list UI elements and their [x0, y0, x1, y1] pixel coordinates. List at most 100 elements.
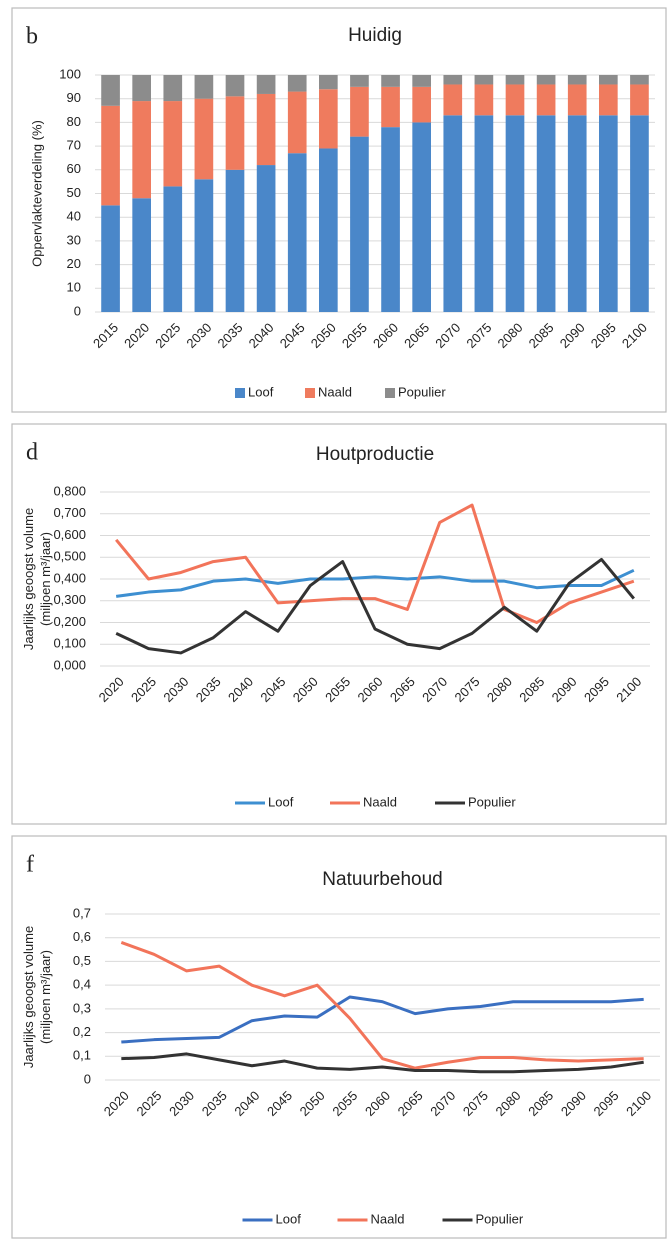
- x-tick-label: 2060: [354, 674, 385, 705]
- x-tick-label: 2085: [525, 1088, 556, 1119]
- y-tick-label: 0,4: [73, 977, 91, 992]
- y-axis-label: (miljoen m³/jaar): [38, 950, 53, 1044]
- y-tick-label: 0,2: [73, 1024, 91, 1039]
- panel-label: b: [26, 24, 38, 50]
- x-tick-label: 2090: [549, 674, 580, 705]
- x-tick-label: 2030: [166, 1088, 197, 1119]
- x-tick-label: 2075: [463, 320, 494, 351]
- y-tick-label: 0,100: [53, 636, 86, 651]
- panel-label: d: [26, 440, 38, 466]
- bar-segment: [443, 75, 463, 85]
- bar-segment: [567, 75, 587, 85]
- x-tick-label: 2035: [199, 1088, 230, 1119]
- y-tick-label: 0,700: [53, 505, 86, 520]
- bar-segment: [163, 75, 183, 102]
- y-axis-label: Jaarlijks geoogst volume: [21, 926, 36, 1068]
- x-tick-label: 2095: [581, 674, 612, 705]
- legend-label: Naald: [363, 794, 397, 809]
- bar-segment: [599, 75, 618, 85]
- legend-label: Naald: [371, 1211, 405, 1226]
- y-tick-label: 40: [67, 209, 81, 224]
- x-tick-label: 2030: [160, 674, 191, 705]
- y-tick-label: 0,200: [53, 614, 86, 629]
- bar-segment: [101, 105, 120, 206]
- bar-segment: [256, 165, 276, 312]
- panel-frame: [11, 423, 667, 825]
- legend-label: Populier: [476, 1211, 524, 1226]
- x-tick-label: 2080: [493, 1088, 524, 1119]
- y-tick-label: 0,6: [73, 929, 91, 944]
- legend-swatch: [235, 388, 245, 398]
- x-tick-label: 2050: [308, 320, 339, 351]
- bar-segment: [225, 96, 245, 170]
- bar-segment: [505, 115, 525, 312]
- bar-segment: [567, 115, 587, 312]
- x-tick-label: 2055: [339, 320, 370, 351]
- y-tick-label: 0,5: [73, 953, 91, 968]
- bar-segment: [350, 86, 369, 137]
- x-tick-label: 2035: [214, 320, 245, 351]
- bar-segment: [567, 84, 587, 116]
- bar-segment: [350, 136, 369, 312]
- bar-segment: [256, 75, 276, 94]
- bar-segment: [225, 75, 245, 97]
- bar-segment: [132, 101, 151, 199]
- x-tick-label: 2095: [588, 320, 619, 351]
- chart-title: Natuurbehoud: [322, 869, 442, 890]
- panel-label: f: [26, 852, 34, 878]
- x-tick-label: 2015: [90, 320, 121, 351]
- panel-frame: [11, 7, 667, 413]
- legend-swatch: [385, 388, 395, 398]
- bar-segment: [101, 205, 120, 312]
- line-series: [120, 941, 644, 1070]
- y-tick-label: 10: [67, 280, 81, 295]
- x-tick-label: 2055: [322, 674, 353, 705]
- bar-segment: [381, 86, 400, 128]
- x-tick-label: 2025: [152, 320, 183, 351]
- legend-label: Loof: [276, 1211, 302, 1226]
- y-tick-label: 100: [59, 66, 81, 81]
- x-tick-label: 2045: [264, 1088, 295, 1119]
- bar-segment: [225, 169, 245, 312]
- y-tick-label: 0,000: [53, 657, 86, 672]
- legend-label: Loof: [248, 384, 274, 399]
- y-tick-label: 50: [67, 185, 81, 200]
- x-tick-label: 2095: [591, 1088, 622, 1119]
- y-tick-label: 0,400: [53, 570, 86, 585]
- x-tick-label: 2050: [297, 1088, 328, 1119]
- x-tick-label: 2020: [96, 674, 127, 705]
- bar-segment: [163, 186, 183, 312]
- x-tick-label: 2085: [526, 320, 557, 351]
- bar-segment: [536, 115, 556, 312]
- bar-segment: [319, 89, 338, 149]
- line-series: [121, 995, 644, 1044]
- legend-label: Loof: [268, 794, 294, 809]
- x-tick-label: 2035: [193, 674, 224, 705]
- bar-segment: [256, 93, 276, 166]
- x-tick-label: 2025: [133, 1088, 164, 1119]
- bar-segment: [287, 91, 307, 154]
- bar-segment: [630, 84, 649, 116]
- x-tick-label: 2060: [362, 1088, 393, 1119]
- x-tick-label: 2020: [121, 320, 152, 351]
- bar-segment: [599, 115, 618, 312]
- bar-segment: [319, 148, 338, 312]
- bar-segment: [287, 75, 307, 92]
- bar-segment: [381, 127, 400, 312]
- x-tick-label: 2055: [329, 1088, 360, 1119]
- x-tick-label: 2040: [231, 1088, 262, 1119]
- x-tick-label: 2040: [246, 320, 277, 351]
- bar-segment: [536, 75, 556, 85]
- y-tick-label: 0,800: [53, 483, 86, 498]
- bar-segment: [474, 115, 494, 312]
- x-tick-label: 2065: [395, 1088, 426, 1119]
- y-tick-label: 0,1: [73, 1048, 91, 1063]
- legend-label: Naald: [318, 384, 352, 399]
- bar-segment: [412, 75, 431, 87]
- y-axis-label: Oppervlakteverdeling (%): [29, 120, 44, 267]
- bar-segment: [505, 75, 525, 85]
- bar-segment: [132, 75, 151, 102]
- y-tick-label: 30: [67, 232, 81, 247]
- x-tick-label: 2025: [128, 674, 159, 705]
